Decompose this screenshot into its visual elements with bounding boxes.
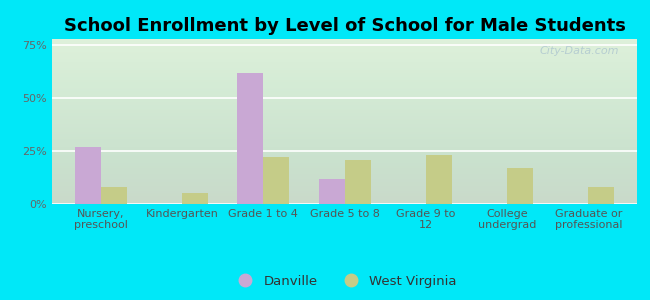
Bar xyxy=(237,73,263,204)
Bar xyxy=(263,158,289,204)
Bar xyxy=(101,187,127,204)
Bar xyxy=(75,147,101,204)
Bar xyxy=(426,155,452,204)
Bar xyxy=(588,187,614,204)
Text: City-Data.com: City-Data.com xyxy=(540,46,619,56)
Title: School Enrollment by Level of School for Male Students: School Enrollment by Level of School for… xyxy=(64,17,625,35)
Bar xyxy=(318,178,344,204)
Bar xyxy=(507,168,533,204)
Bar xyxy=(344,160,370,204)
Legend: Danville, West Virginia: Danville, West Virginia xyxy=(227,269,462,293)
Bar xyxy=(182,194,208,204)
